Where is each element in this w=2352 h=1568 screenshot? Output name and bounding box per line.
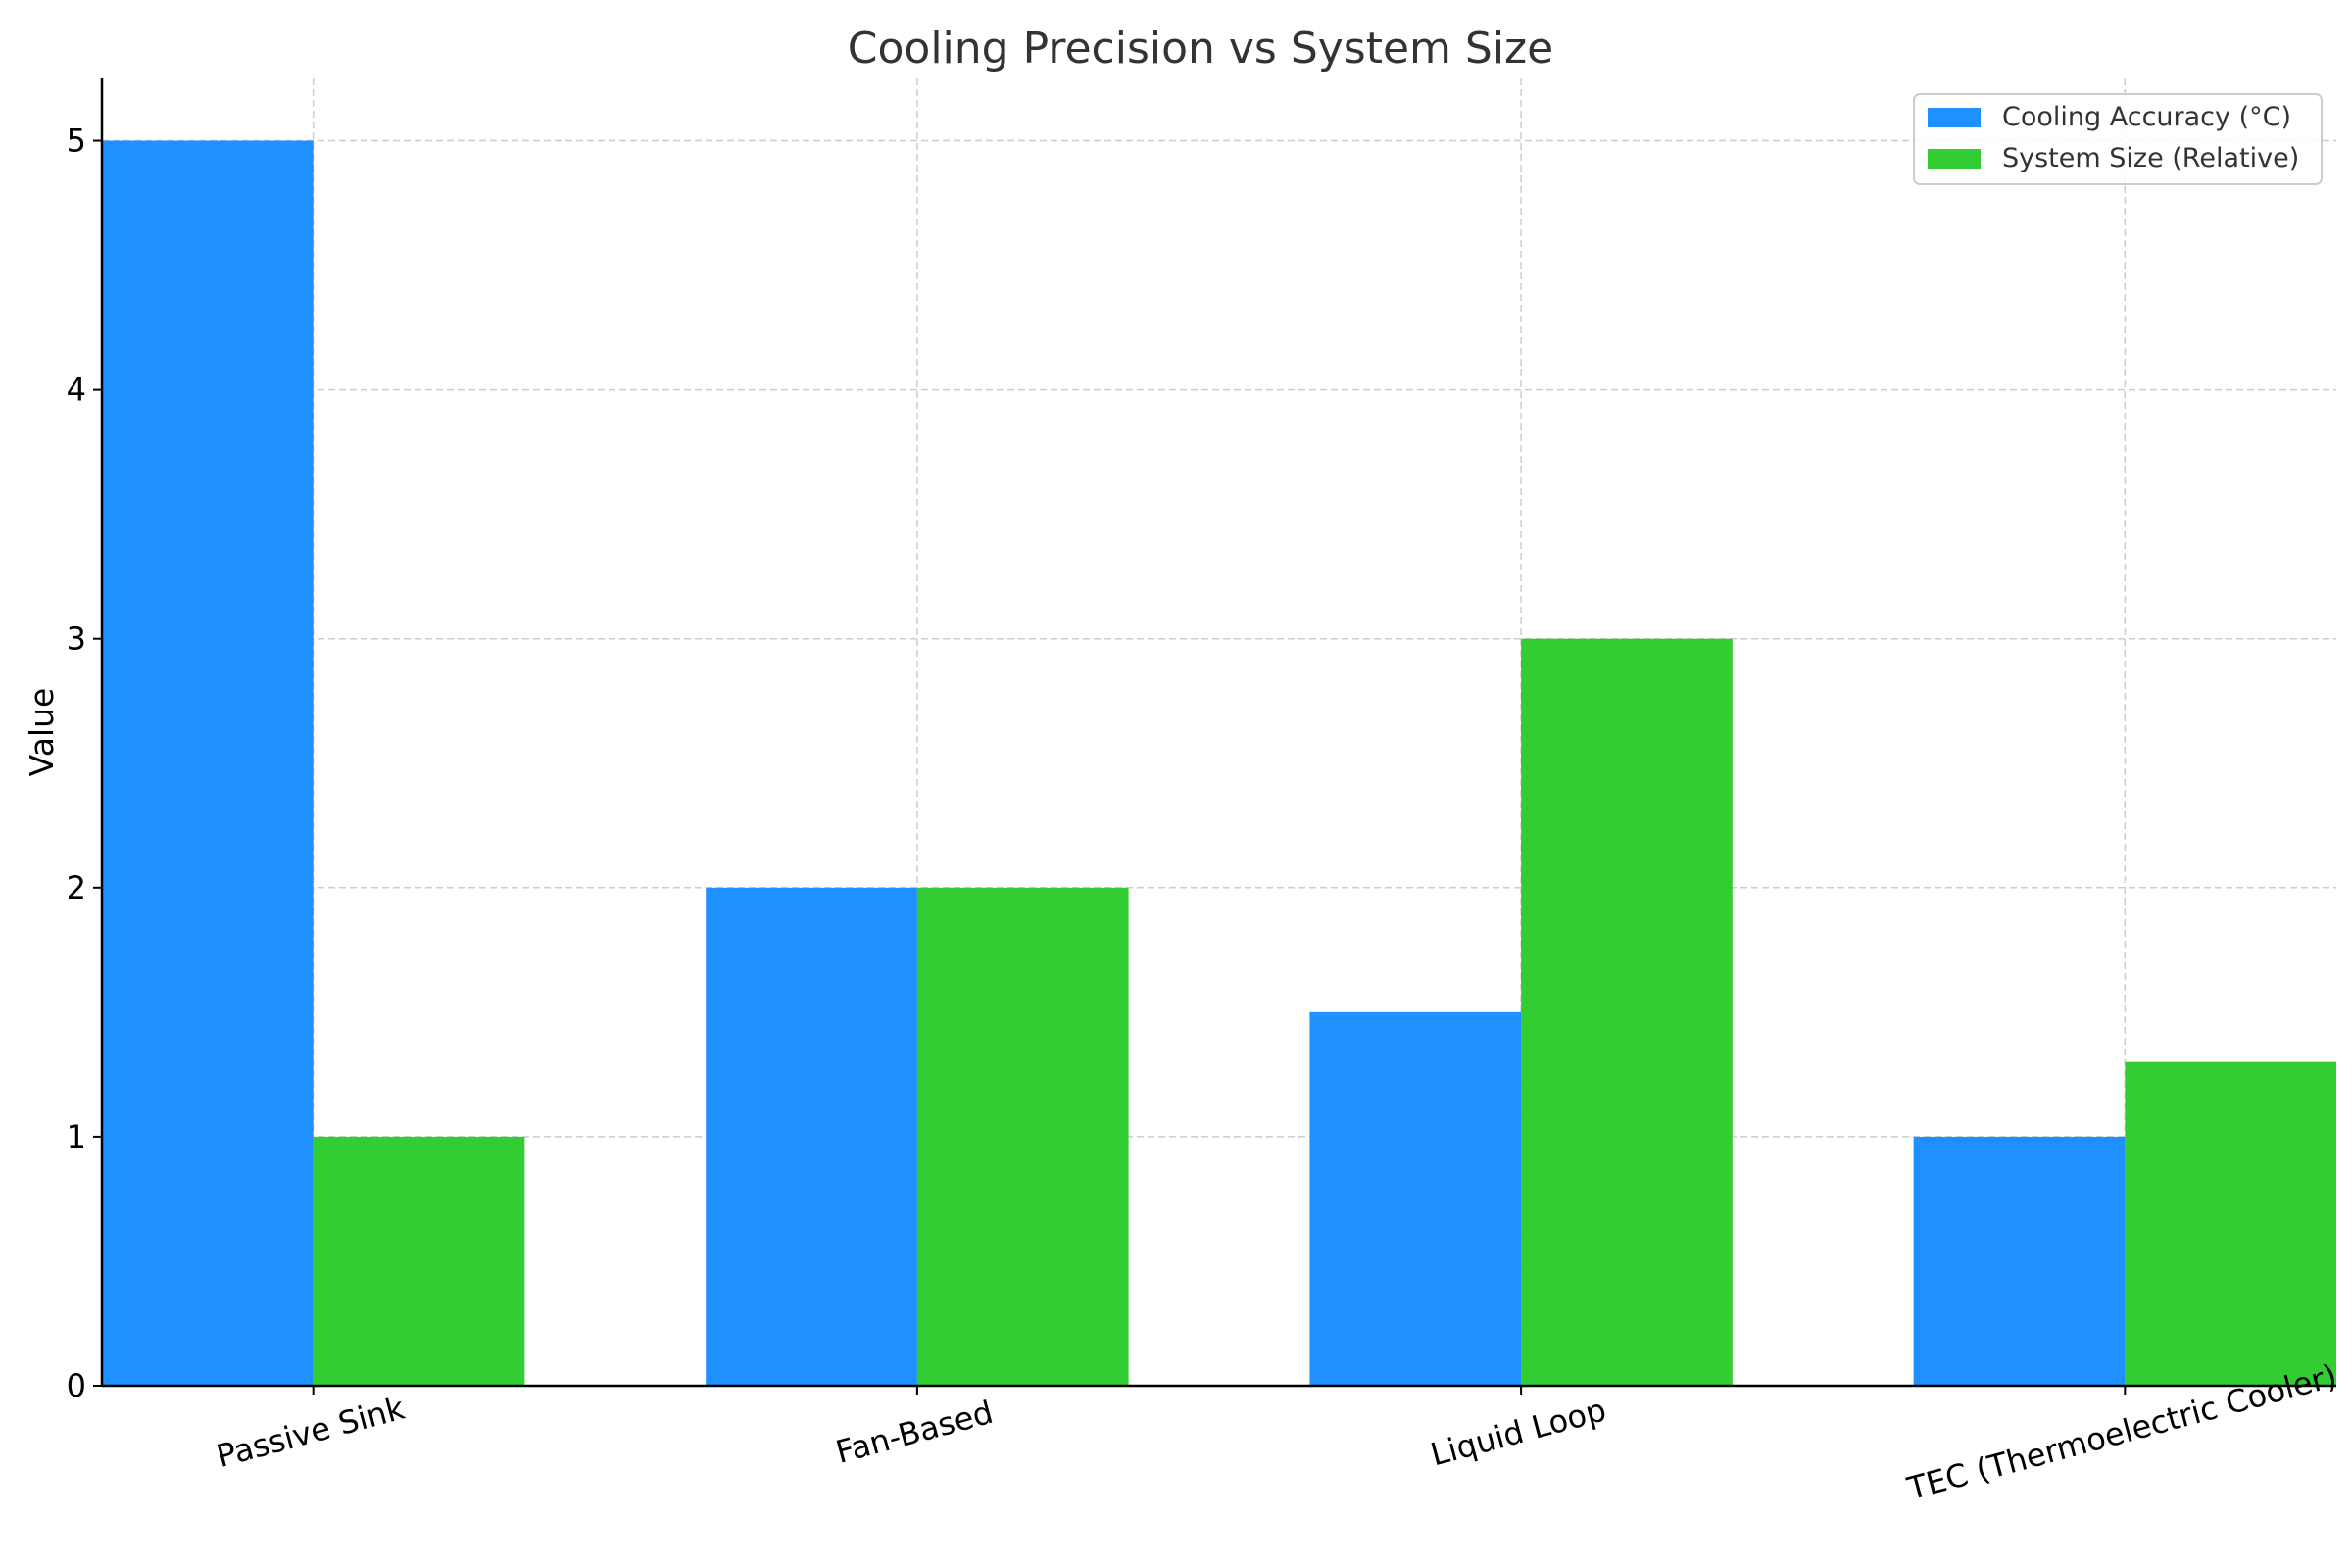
x-tick-label-fan-based: Fan-Based (832, 1394, 997, 1471)
legend-swatch-system-size (1928, 149, 1981, 169)
legend-box (1913, 93, 2323, 185)
legend-swatch-cooling-accuracy (1928, 108, 1981, 127)
bar-passive-sink-cooling-accuracy (102, 140, 314, 1386)
x-tick-label-liquid-loop: Liquid Loop (1427, 1391, 1610, 1473)
y-tick-label: 1 (67, 1118, 86, 1155)
legend-label-cooling-accuracy: Cooling Accuracy (°C) (2002, 102, 2291, 132)
y-tick-label: 0 (67, 1367, 86, 1404)
bar-liquid-loop-cooling-accuracy (1309, 1011, 1522, 1386)
bar-fan-based-cooling-accuracy (706, 887, 917, 1386)
y-tick-label: 5 (67, 122, 86, 160)
bar-tec-thermoelectric-cooler-system-size (2125, 1061, 2336, 1386)
bar-layer (102, 140, 2336, 1386)
axis-layer (100, 78, 2336, 1388)
legend-label-system-size: System Size (Relative) (2002, 143, 2299, 173)
y-tick-label: 4 (67, 371, 86, 409)
y-tick-label: 2 (67, 869, 86, 906)
y-axis-label: Value (23, 688, 61, 777)
x-tick-label-passive-sink: Passive Sink (213, 1389, 409, 1475)
y-tick-layer: 0 1 2 3 4 5 (67, 122, 102, 1404)
legend: Cooling Accuracy (°C) System Size (Relat… (1913, 93, 2323, 185)
bar-liquid-loop-system-size (1521, 638, 1733, 1386)
y-tick-label: 3 (67, 620, 86, 658)
bar-passive-sink-system-size (313, 1136, 525, 1386)
bar-tec-thermoelectric-cooler-cooling-accuracy (1913, 1136, 2126, 1386)
bar-fan-based-system-size (916, 887, 1129, 1386)
chart-title: Cooling Precision vs System Size (848, 24, 1553, 74)
